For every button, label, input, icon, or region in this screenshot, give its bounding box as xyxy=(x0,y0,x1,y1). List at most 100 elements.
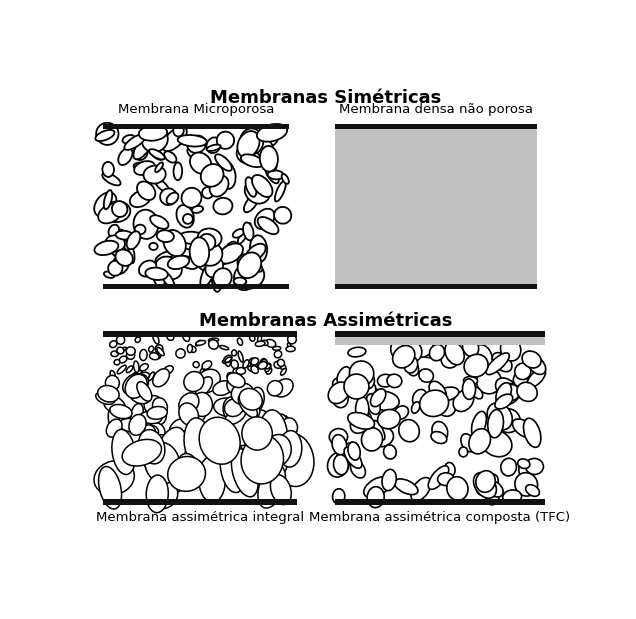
Ellipse shape xyxy=(149,346,154,352)
Ellipse shape xyxy=(429,381,446,401)
Ellipse shape xyxy=(328,382,349,404)
Ellipse shape xyxy=(243,360,249,368)
Ellipse shape xyxy=(197,256,216,271)
Ellipse shape xyxy=(232,383,254,404)
Ellipse shape xyxy=(255,209,275,229)
Ellipse shape xyxy=(262,152,277,171)
Ellipse shape xyxy=(487,403,512,430)
Ellipse shape xyxy=(99,467,121,509)
Ellipse shape xyxy=(141,372,149,378)
Ellipse shape xyxy=(392,345,415,368)
Ellipse shape xyxy=(364,389,385,404)
Ellipse shape xyxy=(355,370,375,389)
Ellipse shape xyxy=(519,462,534,479)
Ellipse shape xyxy=(410,339,433,357)
Bar xyxy=(103,331,296,504)
Ellipse shape xyxy=(176,349,185,358)
Ellipse shape xyxy=(252,410,269,425)
Ellipse shape xyxy=(127,366,133,373)
Ellipse shape xyxy=(242,417,272,450)
Ellipse shape xyxy=(127,350,135,354)
Ellipse shape xyxy=(244,194,259,212)
Bar xyxy=(335,345,544,500)
Ellipse shape xyxy=(102,162,114,177)
Ellipse shape xyxy=(462,337,479,357)
Ellipse shape xyxy=(497,379,512,402)
Ellipse shape xyxy=(199,417,240,464)
Ellipse shape xyxy=(150,215,169,229)
Ellipse shape xyxy=(488,410,504,438)
Ellipse shape xyxy=(95,130,114,141)
Ellipse shape xyxy=(453,390,474,412)
Bar xyxy=(335,331,544,504)
Ellipse shape xyxy=(225,357,232,362)
Ellipse shape xyxy=(336,443,359,466)
Ellipse shape xyxy=(356,397,369,422)
Ellipse shape xyxy=(155,251,172,263)
Ellipse shape xyxy=(415,347,435,358)
Ellipse shape xyxy=(277,360,284,366)
Ellipse shape xyxy=(239,389,262,410)
Ellipse shape xyxy=(275,414,289,440)
Ellipse shape xyxy=(358,414,371,427)
Ellipse shape xyxy=(217,132,234,149)
Ellipse shape xyxy=(459,447,467,457)
Ellipse shape xyxy=(135,337,141,342)
Ellipse shape xyxy=(384,445,396,459)
Ellipse shape xyxy=(357,381,376,400)
Ellipse shape xyxy=(118,148,132,165)
Ellipse shape xyxy=(476,369,501,394)
Ellipse shape xyxy=(513,419,536,438)
Ellipse shape xyxy=(112,201,127,217)
Bar xyxy=(335,284,537,289)
Ellipse shape xyxy=(153,397,167,416)
Ellipse shape xyxy=(109,341,117,348)
Ellipse shape xyxy=(245,179,270,204)
Ellipse shape xyxy=(142,128,168,152)
Ellipse shape xyxy=(223,397,242,422)
Ellipse shape xyxy=(184,418,211,466)
Ellipse shape xyxy=(173,125,184,136)
Ellipse shape xyxy=(274,379,293,397)
Ellipse shape xyxy=(496,409,520,433)
Ellipse shape xyxy=(411,477,431,501)
Ellipse shape xyxy=(496,383,511,404)
Ellipse shape xyxy=(273,347,281,350)
Ellipse shape xyxy=(238,223,251,244)
Ellipse shape xyxy=(255,341,265,347)
Ellipse shape xyxy=(106,375,120,391)
Ellipse shape xyxy=(155,162,163,172)
Bar xyxy=(103,129,289,284)
Ellipse shape xyxy=(252,175,272,197)
Ellipse shape xyxy=(258,217,279,234)
Ellipse shape xyxy=(144,396,162,413)
Ellipse shape xyxy=(332,435,347,455)
Ellipse shape xyxy=(264,363,270,369)
Ellipse shape xyxy=(108,261,123,275)
Ellipse shape xyxy=(367,487,384,508)
Ellipse shape xyxy=(111,229,127,243)
Ellipse shape xyxy=(279,431,302,467)
Ellipse shape xyxy=(117,347,124,354)
Ellipse shape xyxy=(140,350,147,361)
Ellipse shape xyxy=(373,420,385,440)
Ellipse shape xyxy=(168,256,190,269)
Ellipse shape xyxy=(462,379,476,399)
Ellipse shape xyxy=(471,387,483,399)
Ellipse shape xyxy=(236,368,245,374)
Ellipse shape xyxy=(461,434,475,452)
Ellipse shape xyxy=(174,162,182,180)
Ellipse shape xyxy=(119,356,127,363)
Ellipse shape xyxy=(257,141,272,157)
Ellipse shape xyxy=(214,276,228,287)
Ellipse shape xyxy=(134,210,158,239)
Ellipse shape xyxy=(207,145,221,151)
Ellipse shape xyxy=(108,402,120,428)
Ellipse shape xyxy=(111,351,118,357)
Ellipse shape xyxy=(471,412,487,437)
Ellipse shape xyxy=(218,243,243,264)
Ellipse shape xyxy=(187,149,198,160)
Bar xyxy=(103,124,289,289)
Ellipse shape xyxy=(188,344,193,353)
Ellipse shape xyxy=(145,442,180,483)
